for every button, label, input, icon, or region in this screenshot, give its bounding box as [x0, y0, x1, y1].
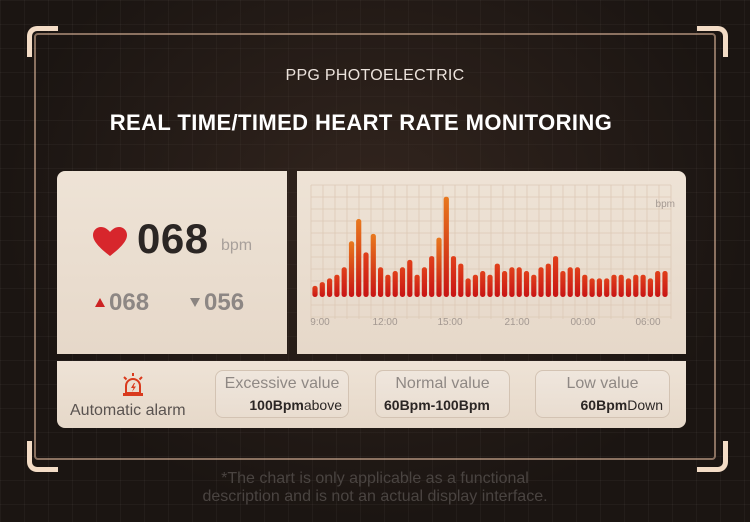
frame-corner-top-right — [697, 26, 728, 57]
chart-bar — [370, 233, 376, 297]
chart-bar — [458, 263, 464, 297]
chart-bar — [662, 271, 668, 297]
chart-grid — [310, 184, 672, 319]
chart-bar — [385, 274, 391, 297]
chart-bar — [567, 267, 573, 297]
chart-bar — [640, 274, 646, 297]
chart-bar — [319, 282, 325, 297]
automatic-alarm-label: Automatic alarm — [70, 402, 186, 419]
chart-bar — [334, 274, 340, 297]
chart-x-tick-label: 06:00 — [635, 317, 660, 328]
frame-corner-bottom-left — [27, 441, 58, 472]
excessive-value-title: Excessive value — [224, 375, 340, 392]
chart-bar — [421, 267, 427, 297]
low-value-title: Low value — [566, 375, 639, 392]
chart-bar — [356, 219, 362, 297]
min-bpm-value: 056 — [204, 289, 245, 316]
chart-bar — [341, 267, 347, 297]
chart-bar — [392, 271, 398, 297]
chart-x-tick-label: 21:00 — [504, 317, 529, 328]
chart-bar — [633, 274, 639, 297]
chart-x-tick-label: 00:00 — [570, 317, 595, 328]
normal-value-range: 60Bpm-100Bpm — [384, 397, 490, 413]
current-bpm-value: 068 — [137, 215, 209, 262]
chart-bar — [429, 256, 435, 297]
chart-bar — [502, 271, 508, 297]
page-title: REAL TIME/TIMED HEART RATE MONITORING — [109, 110, 613, 135]
chart-bar — [407, 259, 413, 297]
heart-rate-chart: bpm 9:00 12:00 15:00 21:00 00:00 06:00 — [310, 184, 675, 328]
chart-bar — [487, 274, 493, 297]
chart-bar — [531, 274, 537, 297]
current-bpm-unit: bpm — [221, 237, 253, 254]
alarm-icon — [123, 373, 143, 396]
frame-corner-top-left — [27, 26, 58, 57]
chart-x-tick-label: 12:00 — [372, 317, 397, 328]
chart-bar — [472, 274, 478, 297]
heart-icon — [93, 227, 127, 256]
screen-frame — [34, 33, 716, 460]
normal-value-chip: Normal value 60Bpm-100Bpm — [375, 370, 510, 418]
chart-bar — [596, 278, 602, 297]
chart-bar — [647, 278, 653, 297]
chart-bar — [611, 274, 617, 297]
disclaimer-line-1: *The chart is only applicable as a funct… — [221, 470, 529, 487]
chart-bar — [604, 278, 610, 297]
chart-bar — [553, 256, 559, 297]
excessive-value-threshold: 100Bpmabove — [249, 397, 342, 413]
chart-bar — [465, 278, 471, 297]
chart-bar — [480, 271, 486, 297]
chart-bar — [494, 263, 500, 297]
chart-bar — [560, 271, 566, 297]
excessive-value-chip: Excessive value 100Bpmabove — [215, 370, 349, 418]
chart-bar — [545, 263, 551, 297]
arrow-down-icon — [190, 298, 200, 307]
disclaimer-text: *The chart is only applicable as a funct… — [0, 470, 750, 506]
chart-bar — [582, 274, 588, 297]
current-rate-panel: 068 bpm 068 056 — [57, 171, 287, 354]
chart-bar — [516, 267, 522, 297]
chart-bar — [509, 267, 515, 297]
chart-bar — [363, 252, 369, 297]
chart-bar — [574, 267, 581, 297]
chart-bar — [589, 278, 595, 297]
chart-bar — [523, 271, 530, 297]
arrow-up-icon — [95, 298, 105, 307]
chart-bar — [443, 196, 449, 297]
chart-bar — [618, 274, 624, 297]
chart-bar — [655, 271, 661, 297]
chart-bar — [378, 267, 384, 297]
chart-bar — [625, 278, 632, 297]
low-value-chip: Low value 60BpmDown — [535, 370, 670, 418]
low-value-threshold: 60BpmDown — [580, 397, 663, 413]
heart-rate-chart-panel: bpm 9:00 12:00 15:00 21:00 00:00 06:00 — [297, 171, 686, 354]
chart-x-tick-label: 15:00 — [437, 317, 462, 328]
chart-y-unit-label: bpm — [656, 199, 675, 210]
chart-x-tick-label: 9:00 — [310, 317, 330, 328]
subtitle: PPG PHOTOELECTRIC — [285, 67, 465, 84]
max-bpm-value: 068 — [109, 289, 150, 316]
chart-bar — [327, 278, 333, 297]
chart-bar — [436, 237, 442, 297]
frame-corner-bottom-right — [697, 441, 728, 472]
normal-value-title: Normal value — [395, 375, 490, 392]
chart-bar — [399, 267, 406, 297]
chart-bar — [414, 274, 420, 297]
alarm-panel: Automatic alarm Excessive value 100Bpmab… — [57, 361, 686, 428]
disclaimer-line-2: description and is not an actual display… — [202, 488, 548, 505]
chart-bar — [348, 241, 355, 297]
chart-bar — [538, 267, 544, 297]
chart-bar — [450, 256, 457, 297]
chart-bar — [312, 285, 318, 297]
